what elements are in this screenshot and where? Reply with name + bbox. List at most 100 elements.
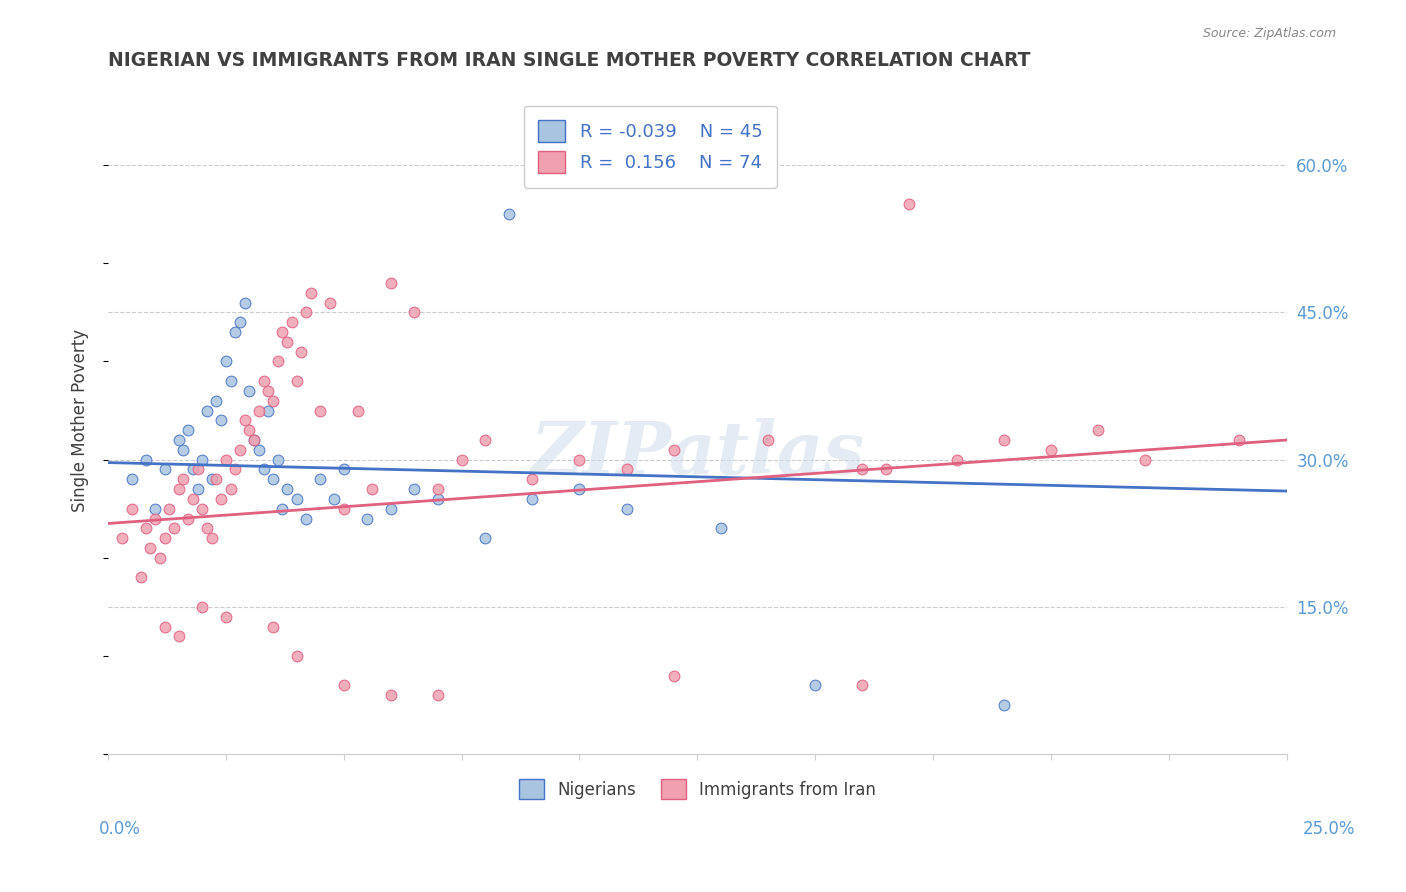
Point — [332, 501, 354, 516]
Point — [205, 393, 228, 408]
Point — [616, 462, 638, 476]
Point — [267, 354, 290, 368]
Point — [427, 482, 450, 496]
Point — [404, 305, 426, 319]
Point — [172, 442, 194, 457]
Point — [522, 491, 544, 506]
Point — [215, 354, 238, 368]
Point — [616, 501, 638, 516]
Point — [945, 452, 967, 467]
Point — [215, 452, 238, 467]
Point — [172, 472, 194, 486]
Point — [163, 521, 186, 535]
Point — [135, 521, 157, 535]
Point — [285, 491, 308, 506]
Point — [224, 462, 246, 476]
Point — [427, 688, 450, 702]
Point — [285, 648, 308, 663]
Point — [167, 482, 190, 496]
Point — [233, 295, 256, 310]
Point — [247, 403, 270, 417]
Point — [219, 482, 242, 496]
Point — [167, 433, 190, 447]
Point — [380, 276, 402, 290]
Point — [252, 374, 274, 388]
Text: 0.0%: 0.0% — [98, 820, 141, 838]
Point — [309, 403, 332, 417]
Point — [209, 413, 232, 427]
Point — [267, 452, 290, 467]
Point — [380, 501, 402, 516]
Point — [229, 442, 252, 457]
Point — [153, 619, 176, 633]
Point — [191, 452, 214, 467]
Point — [993, 698, 1015, 712]
Point — [252, 462, 274, 476]
Point — [851, 462, 873, 476]
Point — [262, 393, 284, 408]
Text: Source: ZipAtlas.com: Source: ZipAtlas.com — [1202, 27, 1336, 40]
Point — [474, 433, 496, 447]
Point — [498, 207, 520, 221]
Y-axis label: Single Mother Poverty: Single Mother Poverty — [72, 329, 89, 512]
Point — [474, 531, 496, 545]
Point — [243, 433, 266, 447]
Point — [233, 413, 256, 427]
Point — [205, 472, 228, 486]
Point — [167, 629, 190, 643]
Point — [135, 452, 157, 467]
Point — [347, 403, 370, 417]
Point — [568, 482, 591, 496]
Point — [662, 668, 685, 682]
Text: NIGERIAN VS IMMIGRANTS FROM IRAN SINGLE MOTHER POVERTY CORRELATION CHART: NIGERIAN VS IMMIGRANTS FROM IRAN SINGLE … — [108, 51, 1031, 70]
Point — [224, 325, 246, 339]
Point — [191, 501, 214, 516]
Point — [323, 491, 346, 506]
Point — [153, 462, 176, 476]
Point — [710, 521, 733, 535]
Point — [295, 511, 318, 525]
Point — [290, 344, 312, 359]
Point — [181, 491, 204, 506]
Point — [851, 678, 873, 692]
Point — [121, 472, 143, 486]
Point — [187, 462, 209, 476]
Point — [201, 531, 224, 545]
Point — [898, 197, 921, 211]
Point — [295, 305, 318, 319]
Point — [153, 531, 176, 545]
Point — [276, 334, 298, 349]
Point — [299, 285, 322, 300]
Point — [271, 325, 294, 339]
Point — [427, 491, 450, 506]
Point — [143, 511, 166, 525]
Point — [219, 374, 242, 388]
Point — [209, 491, 232, 506]
Point — [177, 511, 200, 525]
Point — [139, 541, 162, 555]
Point — [177, 423, 200, 437]
Point — [756, 433, 779, 447]
Point — [257, 403, 280, 417]
Point — [380, 688, 402, 702]
Point — [181, 462, 204, 476]
Point — [247, 442, 270, 457]
Point — [662, 442, 685, 457]
Point — [121, 501, 143, 516]
Point — [450, 452, 472, 467]
Point — [195, 521, 218, 535]
Point — [187, 482, 209, 496]
Point — [111, 531, 134, 545]
Point — [229, 315, 252, 329]
Point — [993, 433, 1015, 447]
Point — [361, 482, 384, 496]
Point — [195, 403, 218, 417]
Legend: Nigerians, Immigrants from Iran: Nigerians, Immigrants from Iran — [505, 765, 889, 813]
Point — [804, 678, 827, 692]
Point — [262, 619, 284, 633]
Point — [149, 550, 172, 565]
Text: ZIPatlas: ZIPatlas — [530, 418, 865, 489]
Point — [201, 472, 224, 486]
Point — [332, 462, 354, 476]
Point — [309, 472, 332, 486]
